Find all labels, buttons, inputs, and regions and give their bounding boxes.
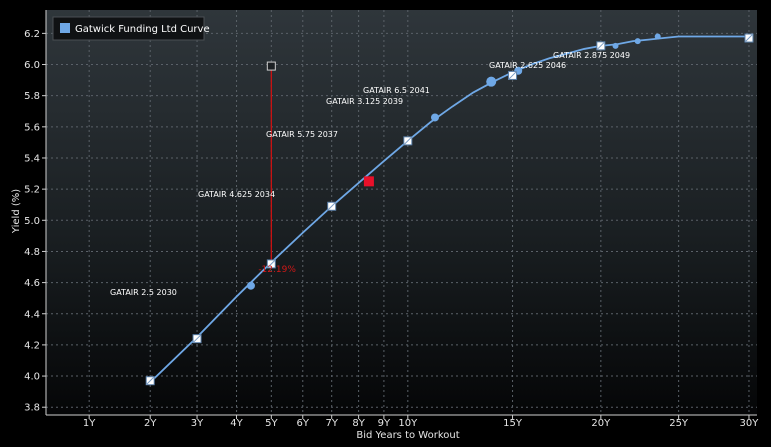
bond-label: GATAIR 6.5 2041 [363,86,430,95]
bond-square-diagonal [508,71,517,80]
x-tick-label: 2Y [144,418,157,429]
bond-label: GATAIR 2.5 2030 [110,288,177,297]
highlighted-bond-marker[interactable] [363,176,374,187]
legend[interactable]: Gatwick Funding Ltd Curve [52,16,210,41]
x-tick-label: 25Y [669,418,689,429]
x-axis-title: Bid Years to Workout [356,430,459,441]
bond-square-diagonal [327,201,337,211]
legend-swatch [60,23,70,33]
y-tick-label: 5.6 [24,122,40,133]
bond-square-diagonal [266,259,276,269]
annotation-layer [266,61,276,264]
x-tick-label: 15Y [503,418,523,429]
y-tick-label: 4.8 [24,247,40,258]
y-tick-label: 4.6 [24,278,40,289]
x-tick-label: 9Y [378,418,391,429]
marker-layer [145,33,754,386]
x-tick-label: 4Y [230,418,243,429]
bond-circle-marker[interactable] [246,281,255,290]
y-tick-label: 5.2 [24,185,40,196]
y-tick-label: 5.0 [24,216,40,227]
bond-circle-marker[interactable] [612,42,619,49]
spread-label: -12.19% [258,265,296,275]
bond-label: GATAIR 2.625 2046 [489,61,566,70]
label-layer: -12.19% GATAIR 2.5 2030 GATAIR 5.75 2037 GA… [110,51,630,297]
fitted-curve-line [149,35,749,383]
bond-square-diagonal [403,136,413,146]
bond-label: GATAIR 2.875 2049 [553,51,630,60]
bond-label: GATAIR 3.125 2039 [326,97,403,106]
y-tick-label: 4.2 [24,340,40,351]
legend-label: Gatwick Funding Ltd Curve [75,24,210,35]
y-tick-label: 6.2 [24,29,40,40]
x-tick-label: 1Y [83,418,96,429]
x-tick-label: 3Y [191,418,204,429]
x-tick-label: 20Y [591,418,611,429]
grid-lines [46,10,757,415]
bond-circle-marker[interactable] [654,33,661,40]
bond-label: GATAIR 5.75 2037 [266,130,338,139]
bond-square-diagonal [145,376,155,386]
axes: 1Y 2Y 3Y 4Y 5Y 6Y 7Y 8Y 9Y 10Y 15Y 20Y 25Y 30Y 3.8 4.0 4… [24,10,759,429]
bond-circle-marker[interactable] [486,76,497,87]
bond-square-diagonal [744,33,754,43]
x-tick-label: 10Y [398,418,418,429]
bond-square-diagonal [192,334,202,344]
legend-box [52,16,205,41]
y-tick-label: 5.4 [24,153,40,164]
y-tick-label: 6.0 [24,60,40,71]
curve-layer [149,35,749,383]
y-tick-label: 4.0 [24,372,40,383]
bond-label: GATAIR 4.625 2034 [198,190,275,199]
spread-anchor-marker[interactable] [266,61,276,71]
bond-square-diagonal [596,41,606,51]
x-tick-label: 30Y [740,418,760,429]
x-tick-label: 8Y [352,418,365,429]
plot-area [46,10,757,415]
x-tick-label: 7Y [325,418,338,429]
y-tick-label: 5.8 [24,91,40,102]
x-tick-label: 5Y [265,418,278,429]
y-tick-label: 4.4 [24,309,40,320]
y-axis-title: Yield (%) [11,189,22,234]
bond-circle-marker[interactable] [634,38,641,45]
y-tick-label: 3.8 [24,403,40,414]
x-tick-label: 6Y [297,418,310,429]
bond-circle-marker[interactable] [430,113,439,122]
